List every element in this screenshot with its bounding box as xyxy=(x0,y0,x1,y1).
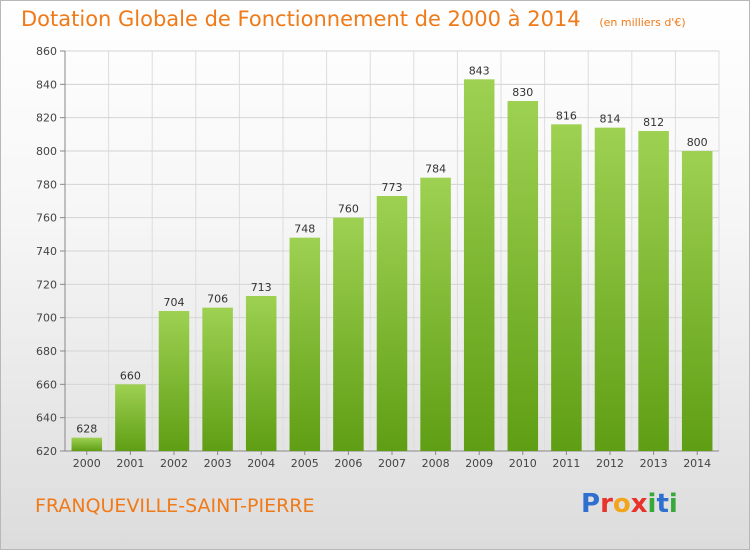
bar-value-label: 800 xyxy=(687,136,708,149)
bar xyxy=(376,196,408,451)
bar xyxy=(681,151,713,451)
logo-letter: i xyxy=(647,489,657,519)
bar xyxy=(115,384,146,451)
x-tick-label: 2008 xyxy=(422,457,450,470)
x-tick-label: 2014 xyxy=(683,457,711,470)
x-tick-label: 2013 xyxy=(640,457,668,470)
bar-value-label: 713 xyxy=(251,281,272,294)
bar xyxy=(245,296,277,451)
bar xyxy=(333,217,364,451)
y-tick-label: 680 xyxy=(36,345,57,358)
logo-letter: x xyxy=(630,489,648,519)
logo-letter: t xyxy=(656,489,669,519)
y-tick-label: 860 xyxy=(36,45,57,58)
y-tick-label: 840 xyxy=(36,78,57,91)
y-tick-label: 780 xyxy=(36,178,57,191)
bar-value-label: 816 xyxy=(556,109,577,122)
y-tick-label: 820 xyxy=(36,112,57,125)
chart-title-block: Dotation Globale de Fonctionnement de 20… xyxy=(21,7,686,31)
x-tick-label: 2009 xyxy=(465,457,493,470)
y-tick-label: 640 xyxy=(36,412,57,425)
bar-value-label: 628 xyxy=(76,423,97,436)
logo-letter: P xyxy=(581,489,601,519)
x-tick-label: 2004 xyxy=(247,457,275,470)
x-tick-label: 2012 xyxy=(596,457,624,470)
bar xyxy=(289,237,321,451)
proxiti-logo[interactable]: Proxiti xyxy=(581,489,678,519)
y-tick-label: 800 xyxy=(36,145,57,158)
x-tick-label: 2002 xyxy=(160,457,188,470)
logo-letter: r xyxy=(600,489,613,519)
bar-value-label: 843 xyxy=(469,64,490,77)
chart-subtitle: (en milliers d'€) xyxy=(599,16,686,29)
x-tick-label: 2006 xyxy=(334,457,362,470)
chart-title: Dotation Globale de Fonctionnement de 20… xyxy=(21,7,581,31)
bar xyxy=(71,437,103,451)
bar xyxy=(158,311,190,451)
x-tick-label: 2000 xyxy=(73,457,101,470)
bar xyxy=(202,307,233,451)
logo-letter: o xyxy=(612,489,631,519)
bar xyxy=(594,127,626,452)
y-tick-label: 700 xyxy=(36,312,57,325)
bar-value-label: 812 xyxy=(643,116,664,129)
bar-value-label: 704 xyxy=(164,296,185,309)
bar-value-label: 784 xyxy=(425,163,446,176)
bar xyxy=(638,131,669,451)
y-tick-label: 620 xyxy=(36,445,57,458)
x-tick-label: 2011 xyxy=(552,457,580,470)
value-labels: 628 660 704 706 713 748 760 773 784 843 830 816 814 8… xyxy=(76,64,707,435)
y-tick-label: 720 xyxy=(36,278,57,291)
y-tick-label: 660 xyxy=(36,378,57,391)
bar-value-label: 773 xyxy=(382,181,403,194)
bar xyxy=(551,124,582,451)
bar-value-label: 830 xyxy=(512,86,533,99)
bars xyxy=(71,79,713,452)
x-tick-label: 2010 xyxy=(509,457,537,470)
x-tick-label: 2001 xyxy=(116,457,144,470)
y-tick-label: 760 xyxy=(36,212,57,225)
x-tick-label: 2003 xyxy=(204,457,232,470)
bar-value-label: 748 xyxy=(294,223,315,236)
bar-value-label: 660 xyxy=(120,369,141,382)
bar xyxy=(420,177,451,451)
logo-letter: i xyxy=(668,489,678,519)
bar xyxy=(463,79,495,451)
commune-name: FRANQUEVILLE-SAINT-PIERRE xyxy=(35,495,315,517)
bar-value-label: 706 xyxy=(207,293,228,306)
x-tick-label: 2005 xyxy=(291,457,319,470)
bar-value-label: 814 xyxy=(600,113,621,126)
y-tick-label: 740 xyxy=(36,245,57,258)
bar xyxy=(507,101,539,451)
bar-value-label: 760 xyxy=(338,203,359,216)
x-tick-label: 2007 xyxy=(378,457,406,470)
